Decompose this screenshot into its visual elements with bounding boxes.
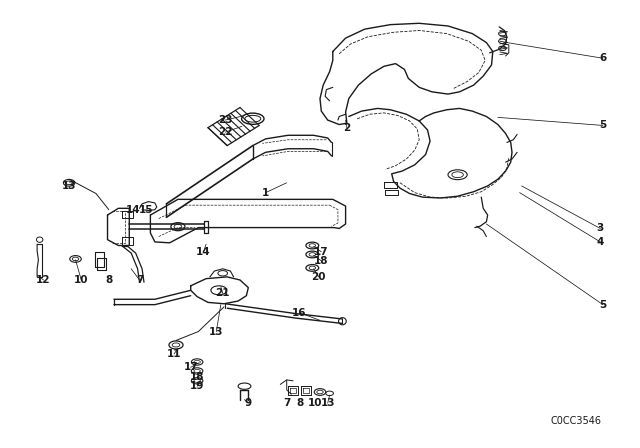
Text: 11: 11	[167, 349, 181, 359]
Text: 14: 14	[126, 205, 140, 215]
Text: 9: 9	[244, 398, 252, 408]
Text: 8: 8	[105, 275, 113, 285]
Text: 19: 19	[190, 381, 204, 391]
Text: 5: 5	[599, 300, 607, 310]
Text: 14: 14	[196, 247, 211, 257]
Text: 18: 18	[190, 372, 204, 382]
Text: 17: 17	[184, 362, 198, 372]
Text: 1: 1	[262, 188, 269, 198]
Text: 7: 7	[283, 398, 291, 408]
Text: 16: 16	[292, 308, 307, 318]
Text: 21: 21	[216, 289, 230, 298]
Text: 10: 10	[308, 398, 322, 408]
Text: 3: 3	[596, 224, 604, 233]
Text: 6: 6	[599, 53, 607, 63]
Text: 22: 22	[218, 127, 232, 137]
Text: C0CC3546: C0CC3546	[550, 416, 602, 426]
Text: 10: 10	[74, 275, 88, 285]
Text: 15: 15	[139, 205, 153, 215]
Text: 4: 4	[596, 237, 604, 247]
Text: 13: 13	[62, 181, 76, 191]
Text: 8: 8	[296, 398, 303, 408]
Text: 12: 12	[36, 275, 51, 285]
Text: 5: 5	[599, 121, 607, 130]
Text: 20: 20	[312, 272, 326, 282]
Text: 13: 13	[209, 327, 223, 336]
Text: 13: 13	[321, 398, 335, 408]
Text: 7: 7	[136, 275, 143, 285]
Text: 18: 18	[314, 256, 328, 266]
Text: 17: 17	[314, 247, 328, 257]
Text: 23: 23	[218, 115, 232, 125]
Text: 2: 2	[343, 123, 351, 133]
